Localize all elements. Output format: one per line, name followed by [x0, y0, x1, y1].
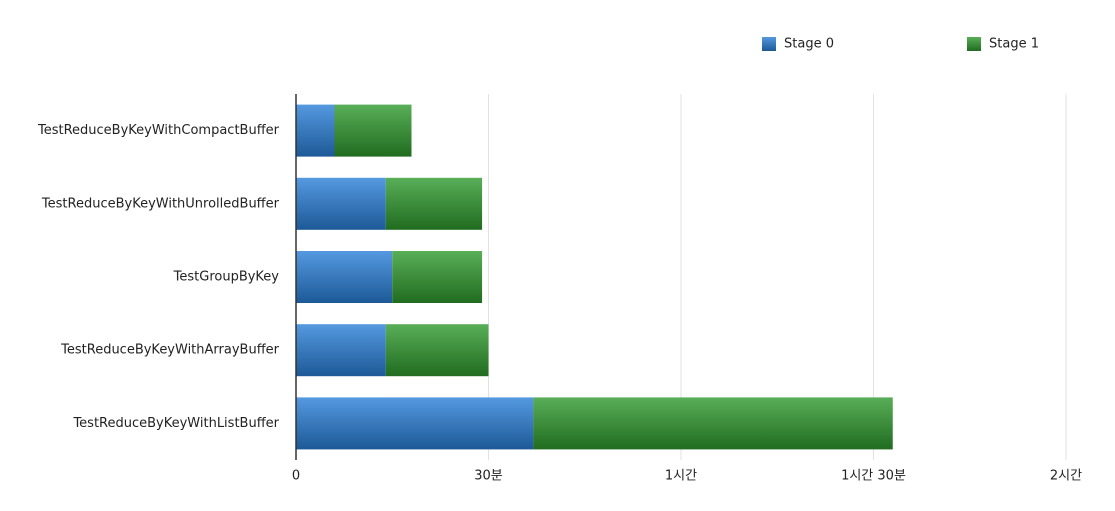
- legend-label: Stage 1: [989, 37, 1039, 52]
- category-label: TestReduceByKeyWithCompactBuffer: [37, 123, 280, 138]
- x-tick-label: 0: [292, 469, 300, 484]
- x-tick-label: 1시간: [665, 469, 697, 484]
- legend-swatch: [762, 37, 776, 51]
- bar-segment: [296, 397, 534, 450]
- bar-segment: [296, 324, 386, 377]
- bar-segment: [533, 397, 893, 450]
- bar-segment: [334, 104, 412, 157]
- x-tick-label: 2시간: [1050, 469, 1082, 484]
- category-label: TestGroupByKey: [173, 270, 280, 285]
- bar-segment: [385, 177, 483, 230]
- bar-segment: [296, 104, 335, 157]
- category-label: TestReduceByKeyWithListBuffer: [72, 416, 279, 431]
- legend-label: Stage 0: [784, 37, 834, 52]
- legend-swatch: [967, 37, 981, 51]
- bar-segment: [392, 251, 483, 303]
- bar-segment: [296, 251, 393, 303]
- bar-segment: [296, 177, 386, 230]
- x-tick-label: 30분: [474, 469, 503, 484]
- x-tick-label: 1시간 30분: [841, 469, 906, 484]
- bar-segment: [385, 324, 489, 377]
- category-label: TestReduceByKeyWithArrayBuffer: [60, 343, 280, 358]
- category-label: TestReduceByKeyWithUnrolledBuffer: [41, 196, 280, 211]
